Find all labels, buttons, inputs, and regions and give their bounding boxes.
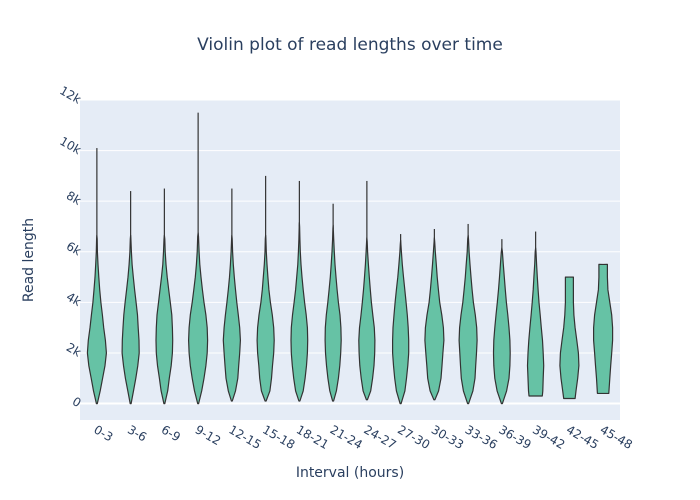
violin-45-48 — [593, 263, 614, 395]
violins — [86, 112, 614, 405]
y-axis-label: Read length — [21, 218, 37, 302]
chart-title: Violin plot of read lengths over time — [197, 35, 503, 55]
y-tick-label: 2k — [64, 340, 84, 359]
y-tick-label: 6k — [64, 239, 84, 258]
y-tick-label: 4k — [64, 290, 84, 309]
grid-lines — [80, 99, 620, 405]
x-axis-label: Interval (hours) — [296, 465, 404, 481]
violin-42-45 — [559, 276, 580, 400]
y-tick-label: 8k — [64, 188, 84, 207]
